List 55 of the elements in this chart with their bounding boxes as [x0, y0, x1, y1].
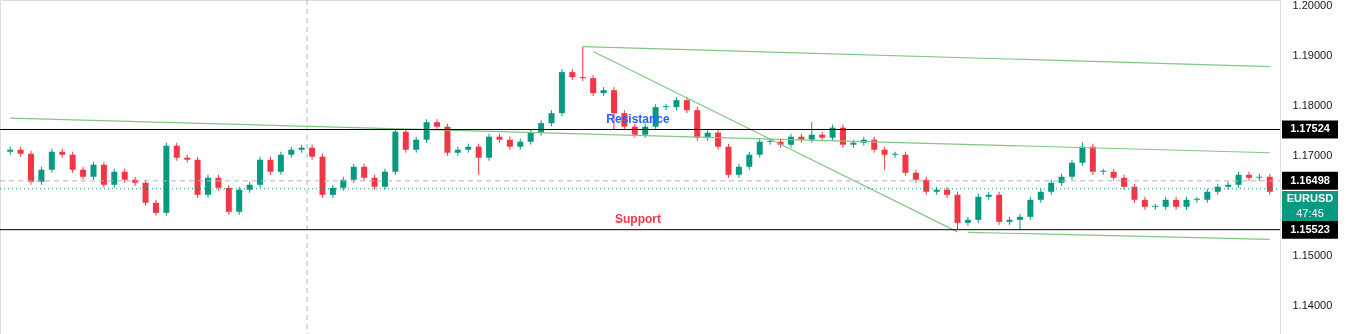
candlestick — [142, 179, 149, 207]
candlestick — [663, 103, 670, 111]
candlestick — [1193, 196, 1200, 204]
candlestick — [423, 118, 430, 144]
candlestick — [1245, 171, 1252, 182]
candlestick — [944, 186, 951, 199]
y-tick-label: 1.19000 — [1292, 49, 1333, 62]
candlestick — [1016, 213, 1023, 231]
candlestick — [1079, 141, 1086, 167]
candlestick — [964, 216, 971, 227]
candlestick — [756, 138, 763, 159]
candlestick — [80, 166, 87, 181]
candlestick — [881, 146, 888, 171]
text: EURUSD — [1286, 192, 1334, 204]
candlestick — [1141, 196, 1148, 211]
candlestick — [100, 161, 107, 189]
ref-line-label: 1.17524 — [1290, 122, 1331, 135]
candlestick — [350, 163, 357, 184]
candlestick — [923, 176, 930, 196]
candlestick — [892, 151, 899, 159]
candlestick — [1069, 159, 1076, 181]
candlestick — [912, 169, 919, 184]
candlestick — [1173, 196, 1180, 211]
candlestick — [715, 129, 722, 151]
candlestick — [173, 142, 180, 162]
candlestick — [902, 151, 909, 177]
candlestick — [590, 74, 597, 97]
candlestick — [486, 133, 493, 162]
y-tick-label: 1.18000 — [1292, 99, 1333, 112]
candlestick — [808, 121, 815, 144]
candlestick — [506, 136, 513, 151]
candlestick — [267, 156, 274, 176]
candlestick — [1131, 183, 1138, 204]
y-tick-label: 1.15000 — [1292, 249, 1333, 262]
y-tick-label: 1.14000 — [1292, 299, 1333, 312]
candlestick — [38, 166, 45, 186]
candlestick — [90, 161, 97, 181]
candlestick — [111, 168, 118, 189]
ref-line-label: 1.15523 — [1290, 222, 1330, 235]
candlestick — [48, 148, 55, 174]
candlestick — [69, 151, 76, 174]
candlestick — [579, 46, 586, 82]
annotation: Support — [615, 212, 661, 226]
candlestick — [402, 128, 409, 154]
y-tick-label: 1.17000 — [1292, 149, 1333, 162]
candlestick — [434, 118, 441, 131]
text: 47:45 — [1296, 207, 1324, 219]
candlestick — [475, 143, 482, 176]
candlestick — [277, 151, 284, 176]
y-tick-label: 1.20000 — [1292, 0, 1333, 12]
candlestick — [1027, 196, 1034, 221]
candlestick — [767, 138, 774, 146]
ref-line-label: 1.16498 — [1290, 173, 1330, 186]
candlestick — [746, 151, 753, 171]
candlestick — [975, 193, 982, 224]
